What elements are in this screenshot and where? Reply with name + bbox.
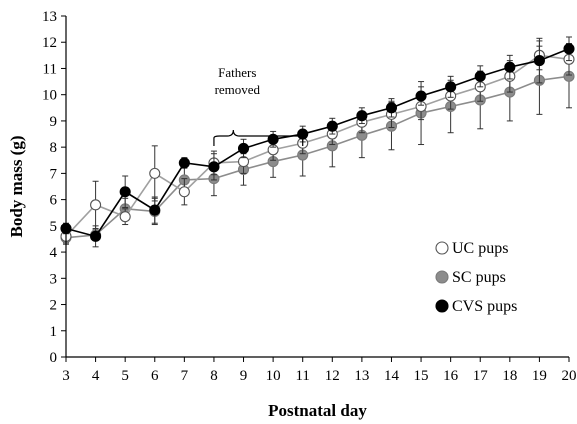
x-tick-label: 5 [121, 368, 129, 384]
x-tick-label: 15 [414, 368, 429, 384]
data-point [90, 230, 102, 242]
x-tick-label: 10 [266, 368, 281, 384]
y-tick-label: 10 [42, 88, 57, 104]
data-point [385, 102, 398, 114]
series-line [65, 48, 570, 238]
y-tick-label: 9 [50, 114, 58, 130]
y-tick-label: 2 [50, 298, 58, 314]
legend-marker-sc-pups [435, 270, 449, 284]
y-tick-label: 12 [42, 35, 57, 51]
y-tick-label: 8 [50, 140, 58, 156]
data-point [149, 167, 161, 179]
x-tick-label: 8 [210, 368, 218, 384]
series-line [65, 75, 570, 239]
x-tick-label: 12 [325, 368, 340, 384]
data-point [119, 186, 131, 198]
x-tick-label: 18 [502, 368, 517, 384]
data-point [326, 120, 338, 132]
legend-label-sc-pups: SC pups [452, 269, 506, 286]
data-point [415, 90, 427, 102]
data-point [178, 157, 190, 169]
legend-label-uc-pups: UC pups [452, 240, 508, 257]
y-tick-label: 11 [43, 61, 57, 77]
annotation-line-2: removed [215, 82, 261, 97]
x-tick-label: 16 [443, 368, 459, 384]
y-tick-label: 3 [50, 271, 58, 287]
x-tick-label: 14 [384, 368, 400, 384]
x-tick-label: 9 [240, 368, 248, 384]
data-point [267, 133, 279, 145]
x-tick-label: 13 [354, 368, 369, 384]
data-point [237, 142, 250, 155]
y-axis-title: Body mass (g) [7, 135, 26, 237]
data-point [445, 81, 457, 93]
data-point [504, 61, 516, 73]
x-axis-title: Postnatal day [268, 401, 367, 420]
y-tick-label: 7 [50, 166, 58, 182]
data-point [149, 204, 161, 216]
data-point [90, 199, 102, 211]
x-tick-label: 3 [62, 368, 70, 384]
y-tick-label: 1 [50, 324, 58, 340]
y-tick-label: 6 [50, 193, 58, 209]
annotation-fathers-removed: Fathers removed [213, 65, 304, 146]
legend-label-cvs-pups: CVS pups [452, 298, 517, 315]
annotation-line-1: Fathers [218, 65, 256, 80]
x-tick-label: 17 [473, 368, 489, 384]
data-point [533, 55, 545, 67]
data-point [356, 110, 368, 122]
data-point [178, 186, 190, 198]
series-cvs-pups [60, 36, 575, 248]
y-tick-label: 0 [50, 350, 58, 366]
plot-area [60, 36, 575, 248]
series-sc-pups [60, 44, 575, 244]
data-point [563, 43, 575, 55]
legend-marker-uc-pups [435, 241, 449, 255]
x-tick-label: 19 [532, 368, 547, 384]
legend-marker-cvs-pups [435, 299, 449, 313]
data-point [208, 161, 220, 173]
x-tick-label: 7 [181, 368, 189, 384]
legend: UC pups SC pups CVS pups [435, 240, 517, 315]
data-point [474, 70, 486, 82]
x-tick-label: 11 [295, 368, 309, 384]
annotation-brace [213, 129, 304, 146]
series-line [65, 54, 570, 237]
y-tick-label: 4 [50, 245, 58, 261]
y-tick-label: 5 [50, 219, 58, 235]
y-tick-label: 13 [42, 9, 57, 25]
x-tick-label: 20 [562, 368, 577, 384]
data-point [119, 211, 131, 223]
x-tick-label: 6 [151, 368, 159, 384]
x-tick-label: 4 [92, 368, 100, 384]
